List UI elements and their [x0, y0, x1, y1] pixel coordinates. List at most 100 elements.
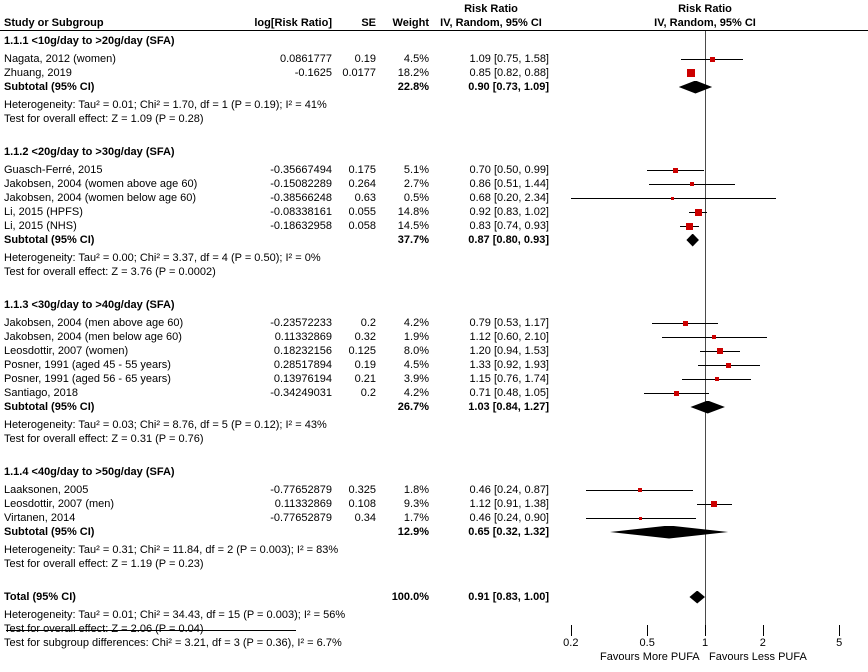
study-name: Leosdottir, 2007 (men) — [4, 498, 115, 510]
weight-value: 4.2% — [403, 387, 429, 399]
risk-ratio-ci-value: 1.20 [0.94, 1.53] — [469, 345, 549, 357]
risk-ratio-ci-value: 0.46 [0.24, 0.90] — [469, 512, 549, 524]
risk-ratio-ci-value: 1.12 [0.60, 2.10] — [469, 331, 549, 343]
statistics-note: Heterogeneity: Tau² = 0.00; Chi² = 3.37,… — [0, 251, 868, 265]
axis-tick — [647, 625, 649, 636]
table-row: Santiago, 2018 -0.34249031 0.2 4.2% 0.71 [0.… — [0, 386, 868, 400]
table-row: Nagata, 2012 (women) 0.0861777 0.19 4.5% 1.0… — [0, 52, 868, 66]
se-value: 0.0177 — [342, 67, 376, 79]
effect-estimate-marker — [714, 377, 719, 381]
study-name: Leosdottir, 2007 (women) — [4, 345, 129, 357]
log-risk-ratio-value — [180, 525, 332, 539]
log-risk-ratio-value: -0.77652879 — [270, 484, 332, 496]
header-weight: Weight — [392, 17, 429, 29]
subgroup-heading: 1.1.3 <30g/day to >40g/day (SFA) — [0, 298, 868, 312]
effect-estimate-marker — [709, 57, 715, 62]
risk-ratio-ci-value: 0.90 [0.73, 1.09] — [468, 81, 549, 93]
effect-estimate-marker — [671, 197, 675, 200]
risk-ratio-ci-value: 0.79 [0.53, 1.17] — [469, 317, 549, 329]
log-risk-ratio-value: -0.35667494 — [270, 164, 332, 176]
weight-value: 4.5% — [403, 53, 429, 65]
se-value: 0.21 — [354, 373, 376, 385]
axis-caption-left: Favours More PUFA — [600, 651, 700, 663]
header-se: SE — [361, 17, 376, 29]
weight-value: 8.0% — [403, 345, 429, 357]
axis-tick — [570, 625, 572, 636]
effect-estimate-marker — [685, 223, 693, 230]
study-name: Nagata, 2012 (women) — [4, 53, 116, 65]
table-row: Posner, 1991 (aged 45 - 55 years) 0.28517… — [0, 358, 868, 372]
note-text: Test for overall effect: Z = 2.06 (P = 0… — [4, 623, 204, 635]
axis-tick-label: 0.5 — [639, 637, 655, 649]
axis-tick-label: 0.2 — [563, 637, 579, 649]
weight-value: 3.9% — [403, 373, 429, 385]
effect-estimate-marker — [694, 209, 702, 216]
study-name: Guasch-Ferré, 2015 — [4, 164, 103, 176]
log-risk-ratio-value — [180, 80, 332, 94]
se-value — [336, 590, 376, 604]
subgroup-label: 1.1.3 <30g/day to >40g/day (SFA) — [4, 299, 175, 311]
effect-estimate-marker — [638, 488, 643, 492]
log-risk-ratio-value: 0.13976194 — [273, 373, 332, 385]
subtotal-row: Subtotal (95% CI) 12.9% 0.65 [0.32, 1.32] — [0, 525, 868, 539]
study-name: Jakobsen, 2004 (women below age 60) — [4, 192, 197, 204]
se-value: 0.055 — [348, 206, 376, 218]
note-text: Test for overall effect: Z = 1.09 (P = 0… — [4, 113, 204, 125]
table-row: Guasch-Ferré, 2015 -0.35667494 0.175 5.1% 0.… — [0, 163, 868, 177]
weight-value: 1.7% — [403, 512, 429, 524]
risk-ratio-ci-value: 1.15 [0.76, 1.74] — [469, 373, 549, 385]
log-risk-ratio-value: -0.38566248 — [270, 192, 332, 204]
header-log-risk-ratio: log[Risk Ratio] — [254, 17, 332, 29]
table-row: Zhuang, 2019 -0.1625 0.0177 18.2% 0.85 [0.82… — [0, 66, 868, 80]
effect-estimate-marker — [673, 391, 679, 396]
risk-ratio-ci-value: 0.65 [0.32, 1.32] — [468, 526, 549, 538]
log-risk-ratio-value: -0.23572233 — [270, 317, 332, 329]
effect-estimate-marker — [717, 348, 724, 354]
subgroup-heading: 1.1.2 <20g/day to >30g/day (SFA) — [0, 145, 868, 159]
study-name: Zhuang, 2019 — [4, 67, 72, 79]
weight-value: 9.3% — [403, 498, 429, 510]
subtotal-row: Subtotal (95% CI) 26.7% 1.03 [0.84, 1.27] — [0, 400, 868, 414]
diamond-shape — [686, 233, 699, 247]
log-risk-ratio-value: 0.0861777 — [280, 53, 332, 65]
se-value: 0.058 — [348, 220, 376, 232]
table-row: Leosdottir, 2007 (men) 0.11332869 0.108 9.3… — [0, 497, 868, 511]
se-value: 0.325 — [348, 484, 376, 496]
axis-tick-label: 1 — [701, 637, 709, 649]
statistics-note: Heterogeneity: Tau² = 0.03; Chi² = 8.76,… — [0, 418, 868, 432]
se-value: 0.32 — [354, 331, 376, 343]
diamond-shape — [609, 525, 729, 539]
se-value: 0.108 — [348, 498, 376, 510]
effect-estimate-marker — [712, 335, 717, 339]
log-risk-ratio-value: -0.15082289 — [270, 178, 332, 190]
header-ci-subtitle: IV, Random, 95% CI — [440, 17, 542, 29]
study-name: Li, 2015 (NHS) — [4, 220, 77, 232]
log-risk-ratio-value: 0.18232156 — [273, 345, 332, 357]
header-plot-title: Risk Ratio — [678, 3, 732, 15]
statistics-note: Test for overall effect: Z = 0.31 (P = 0… — [0, 432, 868, 446]
study-name: Laaksonen, 2005 — [4, 484, 89, 496]
total-diamond — [689, 590, 705, 604]
se-value: 0.264 — [348, 178, 376, 190]
statistics-note: Test for overall effect: Z = 1.09 (P = 0… — [0, 112, 868, 126]
weight-value: 37.7% — [397, 234, 429, 246]
effect-estimate-marker — [682, 321, 688, 326]
statistics-note: Test for overall effect: Z = 1.19 (P = 0… — [0, 557, 868, 571]
header-ci-title: Risk Ratio — [464, 3, 518, 15]
axis-tick-label: 5 — [836, 637, 843, 649]
study-name: Subtotal (95% CI) — [4, 81, 95, 93]
risk-ratio-ci-value: 0.91 [0.83, 1.00] — [468, 591, 549, 603]
study-name: Posner, 1991 (aged 45 - 55 years) — [4, 359, 171, 371]
risk-ratio-ci-value: 1.12 [0.91, 1.38] — [469, 498, 549, 510]
table-row: Li, 2015 (HPFS) -0.08338161 0.055 14.8% 0.92… — [0, 205, 868, 219]
risk-ratio-ci-value: 0.83 [0.74, 0.93] — [469, 220, 549, 232]
effect-estimate-marker — [690, 182, 695, 186]
note-text: Test for overall effect: Z = 1.19 (P = 0… — [4, 558, 204, 570]
header-plot-subtitle: IV, Random, 95% CI — [654, 17, 756, 29]
subtotal-row: Subtotal (95% CI) 22.8% 0.90 [0.73, 1.09] — [0, 80, 868, 94]
subgroup-heading: 1.1.4 <40g/day to >50g/day (SFA) — [0, 465, 868, 479]
weight-value: 100.0% — [391, 591, 429, 603]
study-name: Subtotal (95% CI) — [4, 234, 95, 246]
diamond-shape — [689, 590, 705, 604]
header-study-or-subgroup: Study or Subgroup — [4, 17, 104, 29]
